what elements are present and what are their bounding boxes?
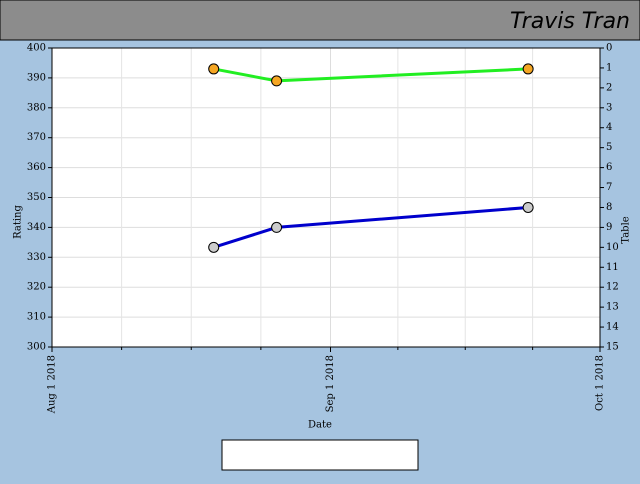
y2-tick-label: 5 — [606, 142, 612, 153]
y-tick-label: 310 — [27, 312, 46, 323]
y2-tick-label: 11 — [606, 262, 619, 273]
y-tick-label: 340 — [27, 222, 46, 233]
y2-tick-label: 8 — [606, 202, 612, 213]
x-tick-label: Aug 1 2018 — [47, 355, 58, 414]
point — [271, 75, 283, 87]
x-tick-label: Sep 1 2018 — [325, 355, 336, 412]
y-tick-label: 320 — [27, 282, 46, 293]
y2-tick-label: 0 — [606, 43, 612, 54]
y-tick-label: 300 — [27, 342, 46, 353]
y-tick-label: 330 — [27, 252, 46, 263]
x-axis-title: Date — [308, 420, 332, 431]
y2-tick-label: 2 — [606, 82, 612, 93]
y2-tick-label: 13 — [606, 302, 619, 313]
plot-border — [51, 47, 601, 348]
y2-tick-label: 3 — [606, 102, 612, 113]
point — [271, 221, 283, 233]
y2-tick-label: 10 — [606, 242, 619, 253]
header-bar — [0, 0, 640, 41]
x-tick-label: Oct 1 2018 — [595, 355, 606, 411]
y2-tick-label: 9 — [606, 222, 612, 233]
y2-tick-label: 7 — [606, 182, 612, 193]
point — [522, 201, 534, 213]
y2-tick-label: 15 — [606, 342, 619, 353]
y-tick-label: 390 — [27, 72, 46, 83]
y2-tick-label: 6 — [606, 162, 612, 173]
header-name: Travis Tran — [510, 9, 630, 34]
y-tick-label: 370 — [27, 132, 46, 143]
y2-axis-title: Table — [621, 216, 632, 243]
y-tick-label: 400 — [27, 43, 46, 54]
y2-tick-label: 14 — [606, 322, 619, 333]
y-tick-label: 350 — [27, 192, 46, 203]
y-tick-label: 380 — [27, 102, 46, 113]
y-tick-label: 360 — [27, 162, 46, 173]
legend — [221, 439, 419, 471]
y2-tick-label: 1 — [606, 62, 612, 73]
y-axis-title: Rating — [13, 205, 24, 239]
point — [522, 63, 534, 75]
point — [208, 241, 220, 253]
y2-tick-label: 12 — [606, 282, 619, 293]
y2-tick-label: 4 — [606, 122, 612, 133]
point — [208, 63, 220, 75]
